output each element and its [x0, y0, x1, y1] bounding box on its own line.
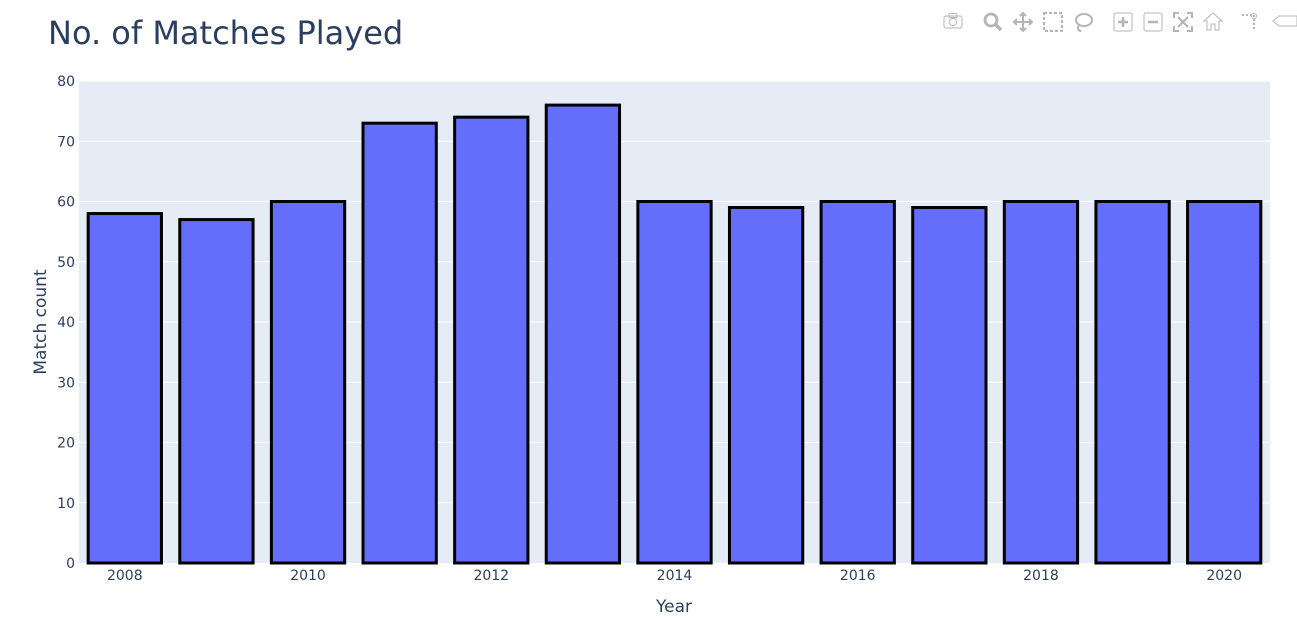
bar-2008[interactable]	[86, 212, 163, 565]
x-axis-title: Year	[655, 597, 692, 617]
x-tick-label: 2020	[1206, 568, 1242, 584]
pan-icon[interactable]	[1012, 11, 1034, 33]
y-tick-label: 40	[57, 315, 75, 331]
x-tick-label: 2016	[840, 568, 876, 584]
y-tick-label: 50	[57, 255, 75, 271]
x-tick-label: 2012	[473, 568, 509, 584]
bar-2020[interactable]	[1186, 200, 1263, 565]
bar-2018[interactable]	[1002, 200, 1080, 565]
bar-2019[interactable]	[1094, 200, 1171, 565]
bar-2017[interactable]	[911, 206, 988, 565]
bar-2011[interactable]	[361, 121, 438, 565]
hover-closest-icon[interactable]	[1272, 15, 1297, 27]
bars	[86, 103, 1263, 565]
y-tick-label: 0	[66, 556, 75, 572]
y-tick-label: 70	[57, 134, 75, 150]
bar-2013[interactable]	[544, 103, 622, 565]
bar-2012[interactable]	[453, 115, 530, 565]
box-select-icon[interactable]	[1043, 12, 1063, 32]
y-axis-title: Match count	[31, 269, 51, 375]
spike-lines-icon[interactable]	[1242, 13, 1257, 31]
zoom-icon[interactable]	[983, 12, 1003, 32]
bar-2009[interactable]	[178, 218, 255, 565]
y-tick-label: 20	[57, 436, 75, 452]
reset-axes-icon[interactable]	[1202, 12, 1224, 31]
lasso-select-icon[interactable]	[1075, 13, 1093, 32]
x-tick-label: 2014	[657, 568, 693, 584]
bar-2016[interactable]	[819, 200, 896, 565]
bar-2010[interactable]	[269, 200, 347, 565]
bar-2015[interactable]	[727, 206, 805, 565]
y-axis-ticks: 0 10 20 30 40 50 60 70 80	[57, 74, 75, 572]
autoscale-icon[interactable]	[1173, 12, 1193, 32]
y-tick-label: 60	[57, 195, 75, 211]
y-tick-label: 10	[57, 496, 75, 512]
modebar	[943, 11, 1297, 33]
chart-title: No. of Matches Played	[48, 14, 403, 52]
zoom-in-icon[interactable]	[1113, 12, 1133, 32]
bar-2014[interactable]	[636, 200, 713, 565]
y-tick-label: 30	[57, 375, 75, 391]
x-tick-label: 2008	[107, 568, 143, 584]
y-tick-label: 80	[57, 74, 75, 90]
x-tick-label: 2018	[1023, 568, 1059, 584]
zoom-out-icon[interactable]	[1143, 12, 1163, 32]
camera-icon[interactable]	[943, 13, 963, 29]
x-axis-ticks: 2008 2010 2012 2014 2016 2018 2020	[107, 568, 1242, 584]
x-tick-label: 2010	[290, 568, 326, 584]
